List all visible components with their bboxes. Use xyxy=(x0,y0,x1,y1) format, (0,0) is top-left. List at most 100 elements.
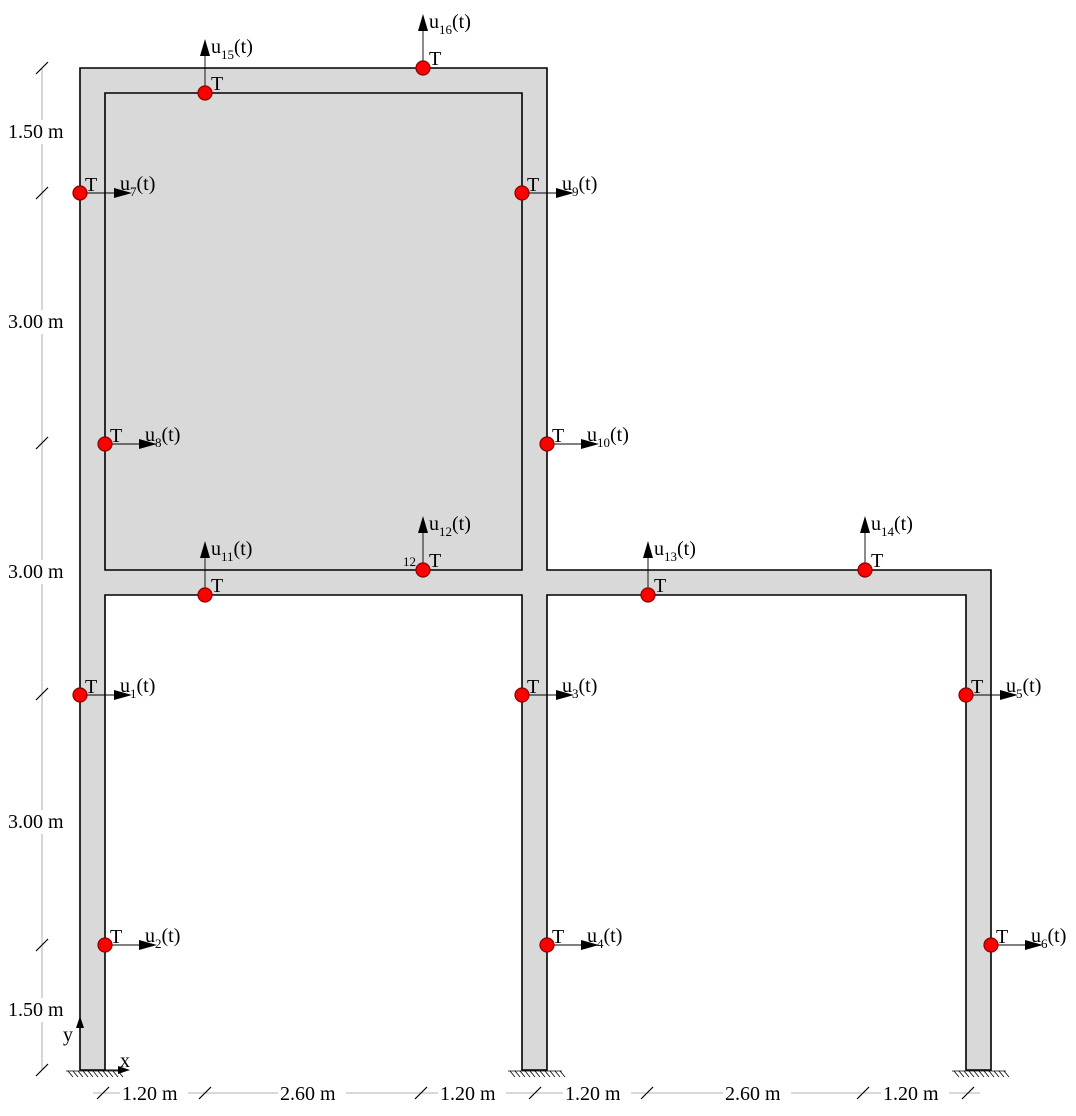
dim-horizontal-2: 2.60 m xyxy=(280,1083,336,1105)
y-axis-arrow-icon xyxy=(76,1016,84,1028)
horizontal-dimension: 1.20 m 2.60 m 1.20 m 1.20 m 2.60 m 1.20 … xyxy=(93,1080,980,1106)
sensor-icon xyxy=(72,687,88,703)
dim-vertical-4: 3.00 m xyxy=(8,811,64,833)
sensor-marker-label: T xyxy=(654,575,666,597)
dof-u1-label: u1(t) xyxy=(120,675,155,701)
dof-u8-label: u8(t) xyxy=(145,424,180,450)
sensor-icon xyxy=(197,85,213,101)
dim-horizontal-4: 1.20 m xyxy=(565,1083,621,1105)
arrow-right-icon xyxy=(114,188,132,198)
sensor-marker-label: T xyxy=(429,48,441,70)
arrow-right-icon xyxy=(1000,690,1018,700)
sensor-marker-label: T xyxy=(211,73,223,95)
arrow-up-icon xyxy=(643,541,653,558)
dof-u7-label: u7(t) xyxy=(120,173,155,199)
dim-vertical-2: 3.00 m xyxy=(8,311,64,333)
arrow-right-icon xyxy=(139,940,157,950)
sensor-marker-label: T xyxy=(211,575,223,597)
dof-u5: u5(t) T xyxy=(958,675,1041,703)
dof-u6: u6(t) T xyxy=(983,925,1066,953)
sensor-icon xyxy=(97,937,113,953)
sensor-icon xyxy=(197,587,213,603)
arrow-right-icon xyxy=(581,439,599,449)
arrow-up-icon xyxy=(418,14,428,31)
sensor-marker-label: T xyxy=(429,550,441,572)
dof-u16: u16(t) T xyxy=(415,11,471,76)
dof-u9: u9(t) T xyxy=(514,173,597,201)
arrow-up-icon xyxy=(200,541,210,558)
arrow-up-icon xyxy=(200,39,210,56)
dof-u15-label: u15(t) xyxy=(211,36,253,62)
arrow-right-icon xyxy=(556,188,574,198)
arrow-right-icon xyxy=(556,690,574,700)
sensor-icon xyxy=(415,60,431,76)
dof-u7: u7(t) T xyxy=(72,173,155,201)
dof-u14: u14(t) T xyxy=(857,513,913,578)
support-right xyxy=(952,1070,1010,1078)
frame-outline xyxy=(79,67,992,1071)
x-axis-label: x xyxy=(120,1050,130,1072)
dof-u3: u3(t) T xyxy=(514,675,597,703)
support-left xyxy=(66,1070,124,1078)
node-number-label: 12 xyxy=(403,554,416,569)
dof-u13-label: u13(t) xyxy=(654,538,696,564)
dim-vertical-1: 1.50 m xyxy=(8,121,64,143)
sensor-icon xyxy=(983,937,999,953)
dof-u5-label: u5(t) xyxy=(1006,675,1041,701)
sensor-icon xyxy=(415,562,431,578)
arrow-right-icon xyxy=(114,690,132,700)
sensor-marker-label: T xyxy=(552,425,564,447)
dof-u2: u2(t) T xyxy=(97,925,180,953)
sensor-marker-label: T xyxy=(871,550,883,572)
dof-u14-label: u14(t) xyxy=(871,513,913,539)
arrow-right-icon xyxy=(581,940,599,950)
sensor-marker-label: T xyxy=(85,676,97,698)
dof-u1: u1(t) T xyxy=(72,675,155,703)
sensor-icon xyxy=(97,436,113,452)
sensor-marker-label: T xyxy=(527,174,539,196)
sensor-marker-label: T xyxy=(971,676,983,698)
y-axis-label: y xyxy=(63,1024,73,1046)
sensor-icon xyxy=(539,436,555,452)
dof-u9-label: u9(t) xyxy=(562,173,597,199)
dof-u15: u15(t) T xyxy=(197,36,253,101)
arrow-right-icon xyxy=(139,439,157,449)
dof-u16-label: u16(t) xyxy=(429,11,471,37)
arrow-up-icon xyxy=(860,516,870,533)
dof-u6-label: u6(t) xyxy=(1031,925,1066,951)
support-middle xyxy=(508,1070,566,1078)
dof-u4: u4(t) T xyxy=(539,925,622,953)
sensor-marker-label: T xyxy=(85,174,97,196)
coordinate-axes: y x xyxy=(63,1016,130,1074)
dof-u10: u10(t) T xyxy=(539,424,629,452)
dof-u13: u13(t) T xyxy=(640,538,696,603)
dof-u4-label: u4(t) xyxy=(587,925,622,951)
dim-horizontal-3: 1.20 m xyxy=(440,1083,496,1105)
sensor-icon xyxy=(72,185,88,201)
dof-u10-label: u10(t) xyxy=(587,424,629,450)
dim-horizontal-6: 1.20 m xyxy=(883,1083,939,1105)
sensor-icon xyxy=(958,687,974,703)
dim-horizontal-1: 1.20 m xyxy=(122,1083,178,1105)
sensor-icon xyxy=(857,562,873,578)
x-axis-arrow-icon xyxy=(118,1066,130,1074)
sensor-marker-label: T xyxy=(110,425,122,447)
dim-vertical-3: 3.00 m xyxy=(8,561,64,583)
sensor-marker-label: T xyxy=(552,926,564,948)
sensor-marker-label: T xyxy=(996,926,1008,948)
sensor-marker-label: T xyxy=(527,676,539,698)
sensor-icon xyxy=(514,185,530,201)
sensor-icon xyxy=(640,587,656,603)
sensor-marker-label: T xyxy=(110,926,122,948)
arrow-up-icon xyxy=(418,516,428,533)
vertical-dimension: 1.50 m 3.00 m 3.00 m 3.00 m 1.50 m xyxy=(6,61,74,1077)
dof-u8: u8(t) T xyxy=(97,424,180,452)
dof-u3-label: u3(t) xyxy=(562,675,597,701)
sensor-icon xyxy=(514,687,530,703)
dim-vertical-5: 1.50 m xyxy=(8,999,64,1021)
dim-horizontal-5: 2.60 m xyxy=(725,1083,781,1105)
dof-u2-label: u2(t) xyxy=(145,925,180,951)
sensor-icon xyxy=(539,937,555,953)
arrow-right-icon xyxy=(1025,940,1043,950)
